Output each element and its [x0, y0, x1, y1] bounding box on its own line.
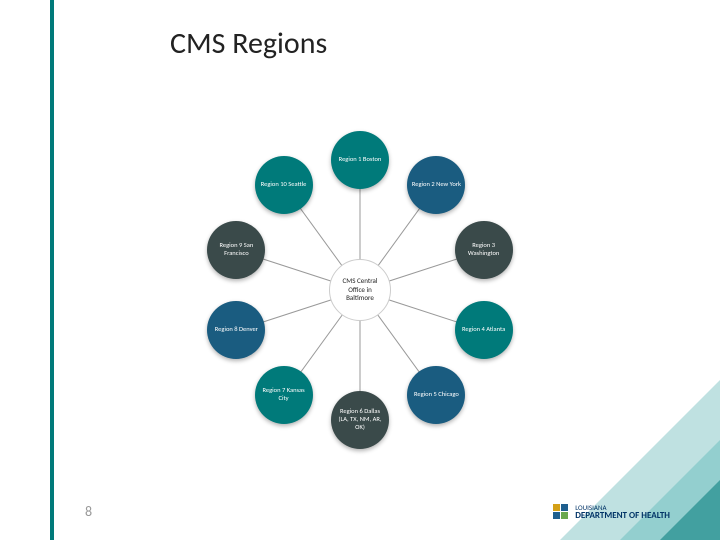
regions-diagram: CMS Central Office in Baltimore Region 1… — [170, 100, 550, 480]
region-node: Region 6 Dallas (LA, TX, NM, AR, OK) — [331, 391, 389, 449]
logo-text: LOUISIANA DEPARTMENT OF HEALTH — [575, 504, 670, 520]
region-node: Region 8 Denver — [207, 301, 265, 359]
page-number: 8 — [85, 503, 92, 520]
region-node: Region 9 San Francisco — [207, 221, 265, 279]
region-node: Region 2 New York — [407, 156, 465, 214]
dept-logo: LOUISIANA DEPARTMENT OF HEALTH — [553, 504, 670, 520]
region-node: Region 4 Atlanta — [455, 301, 513, 359]
region-node: Region 1 Boston — [331, 131, 389, 189]
accent-bar — [50, 0, 54, 540]
region-node: Region 3 Washington — [455, 221, 513, 279]
logo-icon — [553, 504, 569, 520]
center-node: CMS Central Office in Baltimore — [329, 259, 391, 321]
region-node: Region 7 Kansas City — [255, 366, 313, 424]
logo-line2: DEPARTMENT OF HEALTH — [575, 511, 670, 520]
region-node: Region 10 Seattle — [255, 156, 313, 214]
page-title: CMS Regions — [170, 25, 327, 62]
region-node: Region 5 Chicago — [407, 366, 465, 424]
